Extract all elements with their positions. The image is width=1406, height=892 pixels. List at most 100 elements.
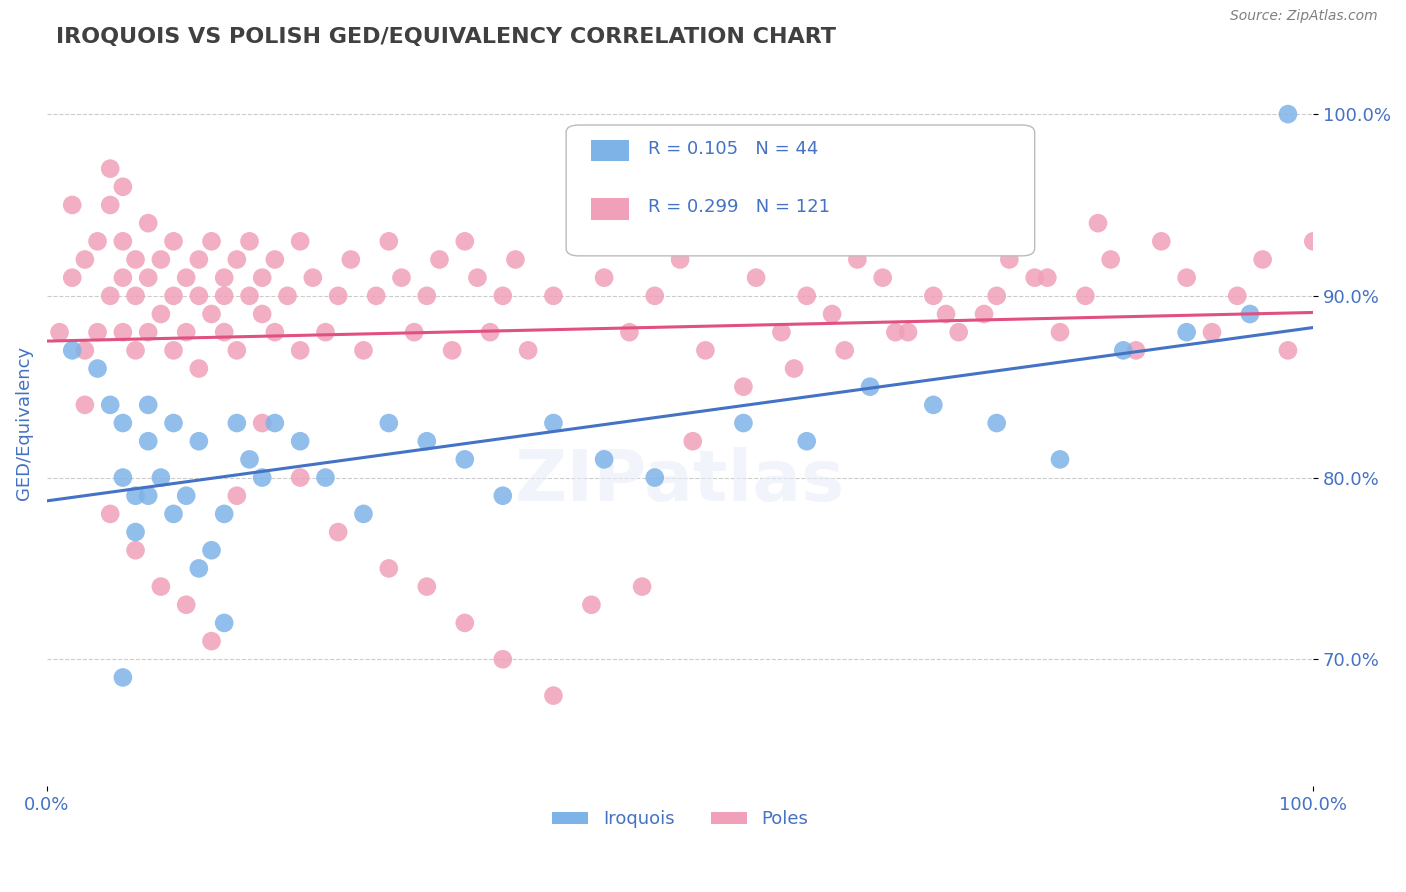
Point [136,270,159,285]
Point [1099,252,1122,267]
Point [212,507,235,521]
Point [922,289,945,303]
Point [593,452,616,467]
Point [288,235,311,249]
Point [416,289,439,303]
Point [86,325,108,339]
Point [998,252,1021,267]
Point [187,289,209,303]
Point [73,343,96,358]
Point [441,343,464,358]
Point [1175,270,1198,285]
Point [250,270,273,285]
Point [149,580,172,594]
Point [1036,270,1059,285]
Point [111,416,134,430]
Point [1125,343,1147,358]
Point [1087,216,1109,230]
Point [695,343,717,358]
Point [505,252,527,267]
Legend: Iroquois, Poles: Iroquois, Poles [546,803,815,836]
Point [821,307,844,321]
Point [288,434,311,449]
Point [136,398,159,412]
Point [733,416,755,430]
Point [200,307,222,321]
Point [98,507,121,521]
Point [225,343,247,358]
Point [1302,235,1324,249]
Point [770,325,793,339]
Point [263,416,285,430]
Text: R = 0.105   N = 44: R = 0.105 N = 44 [648,140,818,158]
Point [111,270,134,285]
Point [1049,452,1071,467]
Point [796,289,818,303]
Point [263,252,285,267]
Point [543,289,565,303]
Point [250,307,273,321]
Point [288,343,311,358]
Point [783,361,806,376]
Point [315,325,337,339]
Point [872,270,894,285]
Point [1150,235,1173,249]
Point [619,325,641,339]
Point [467,270,489,285]
Point [200,634,222,648]
Point [250,470,273,484]
Point [174,598,197,612]
Point [378,235,401,249]
Point [124,524,146,539]
Point [492,489,515,503]
Point [48,325,70,339]
Point [745,270,768,285]
Point [301,270,323,285]
Point [200,235,222,249]
Point [720,235,742,249]
Point [136,434,159,449]
Point [212,289,235,303]
Point [225,489,247,503]
Point [922,398,945,412]
Point [366,289,388,303]
Point [631,580,654,594]
Point [353,343,375,358]
Point [98,289,121,303]
Text: ZIPatlas: ZIPatlas [515,447,845,516]
Point [669,252,692,267]
Point [1112,343,1135,358]
Point [378,561,401,575]
Point [1277,107,1299,121]
Point [492,289,515,303]
Point [111,235,134,249]
Point [454,452,477,467]
Point [124,252,146,267]
Point [212,615,235,630]
Point [1277,343,1299,358]
Text: Source: ZipAtlas.com: Source: ZipAtlas.com [1230,9,1378,23]
FancyBboxPatch shape [567,125,1035,256]
Point [1226,289,1249,303]
Point [416,434,439,449]
Point [353,507,375,521]
Point [1239,307,1261,321]
Point [73,398,96,412]
Point [1024,270,1046,285]
Point [111,325,134,339]
Point [238,452,260,467]
Point [86,235,108,249]
Point [212,325,235,339]
Text: IROQUOIS VS POLISH GED/EQUIVALENCY CORRELATION CHART: IROQUOIS VS POLISH GED/EQUIVALENCY CORRE… [56,27,837,46]
Point [111,670,134,684]
FancyBboxPatch shape [592,139,630,161]
Point [884,325,907,339]
Point [479,325,502,339]
Point [581,598,603,612]
Point [288,470,311,484]
Point [200,543,222,558]
Point [124,343,146,358]
Point [149,307,172,321]
Point [1201,325,1223,339]
Point [162,343,184,358]
